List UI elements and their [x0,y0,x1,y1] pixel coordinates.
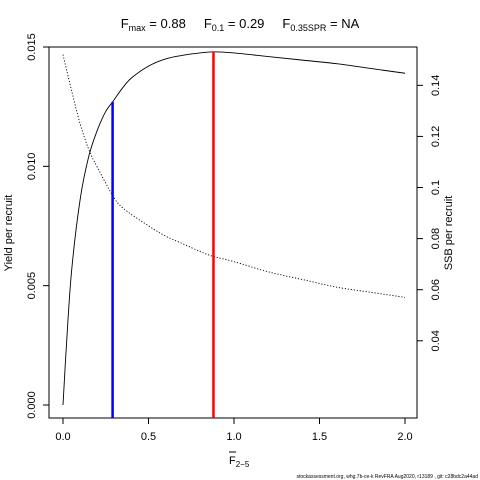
plot-frame [48,46,418,419]
ssb-per-recruit-line [62,54,406,298]
y-tick-label: 0.000 [26,391,38,419]
title-fspr-label: F [282,16,290,31]
title-fmax-label: F [121,16,129,31]
title-f01-value: = 0.29 [224,16,264,31]
chart-title: Fmax = 0.88 F0.1 = 0.29 F0.35SPR = NA [121,16,360,33]
x-axis-label-main: F [229,455,236,467]
title-f01-sub: 0.1 [212,23,225,33]
y-tick-label: 0.015 [26,33,38,61]
y-axis-label: Yield per recruit [3,195,15,272]
x-tick-label: 2.0 [397,431,412,443]
title-fspr-value: = NA [326,16,359,31]
y2-tick-label: 0.14 [430,75,442,96]
y2-tick-label: 0.1 [430,180,442,195]
y2-axis-label: SSB per recruit [443,196,455,271]
svg-text:F2−5: F2−5 [229,455,250,469]
title-fmax-value: = 0.88 [146,16,186,31]
x-axis-label-sub: 2−5 [236,460,250,469]
axes-layer: 0.0 0.5 1.0 1.5 2.0 0.000 0.005 0.010 0.015 0.04 0… [26,33,442,443]
x-tick-label: 1.0 [226,431,241,443]
y2-tick-label: 0.04 [430,330,442,351]
title-fspr-sub: 0.35SPR [290,23,327,33]
y2-tick-label: 0.12 [430,126,442,147]
x-axis-label: F2−5 [229,451,250,469]
y2-tick-label: 0.08 [430,228,442,249]
x-tick-label: 0.5 [141,431,156,443]
title-fmax-sub: max [129,23,147,33]
title-f01-label: F [204,16,212,31]
data-layer [62,51,406,418]
y2-tick-label: 0.06 [430,279,442,300]
y-tick-label: 0.005 [26,272,38,300]
x-tick-label: 1.5 [312,431,327,443]
x-tick-label: 0.0 [55,431,70,443]
footer-text: stockassessment.org, whg.7b-ce-k RevFRA … [297,474,479,480]
yield-per-recruit-line [62,51,406,406]
y-tick-label: 0.010 [26,153,38,181]
